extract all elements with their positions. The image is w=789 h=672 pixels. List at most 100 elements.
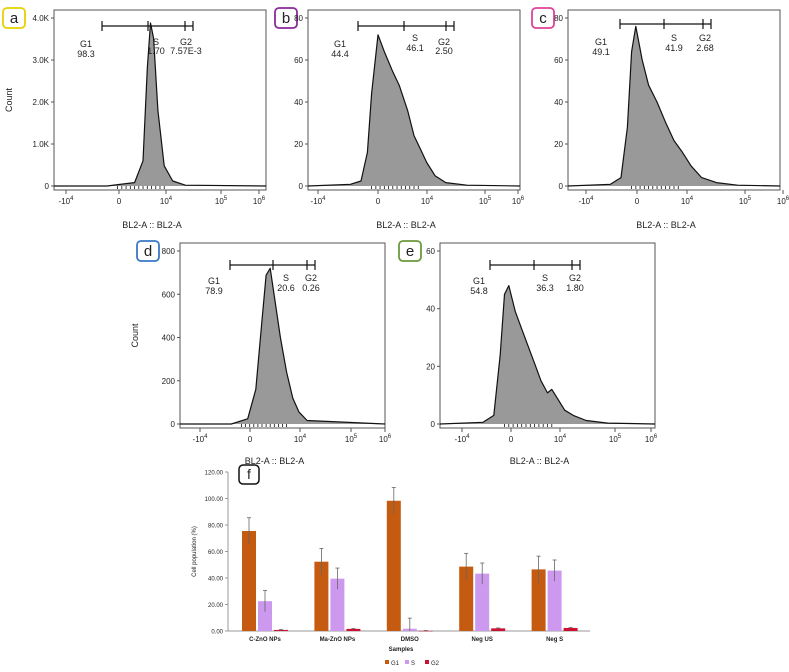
y-tick-label: 0 xyxy=(559,182,564,191)
y-tick-label: 800 xyxy=(162,247,176,256)
gate-value-g2: 2.50 xyxy=(435,46,453,56)
x-tick-label: 105 xyxy=(739,196,752,206)
legend-label-g1: G1 xyxy=(391,661,400,667)
bar-g1 xyxy=(242,530,256,631)
x-axis-label: BL2-A :: BL2-A xyxy=(510,456,570,466)
panel-label-box xyxy=(531,7,555,29)
x-tick-exponent: 6 xyxy=(521,196,525,202)
x-tick-exponent: 6 xyxy=(654,434,658,440)
x-tick-label: 0 xyxy=(635,197,640,206)
x-tick-label: 105 xyxy=(479,196,492,206)
x-axis-label: BL2-A :: BL2-A xyxy=(122,220,182,230)
x-tick-label: 104 xyxy=(554,434,567,444)
y-tick-label: 120.00 xyxy=(205,471,224,477)
gate-name-s: S xyxy=(283,273,289,283)
bar-s xyxy=(330,578,345,631)
x-tick-label: -104 xyxy=(455,434,471,444)
bar-g1 xyxy=(314,561,329,631)
x-tick-label: 105 xyxy=(345,434,358,444)
gate-value-g1: 78.9 xyxy=(205,286,223,296)
x-tick-label: -104 xyxy=(579,196,595,206)
x-tick-exponent: 5 xyxy=(224,196,228,202)
y-tick-label: 80.00 xyxy=(208,524,224,530)
gate-name-g1: G1 xyxy=(80,39,92,49)
x-tick-exponent: 5 xyxy=(618,434,622,440)
y-tick-label: 60 xyxy=(426,247,435,256)
category-label: DMSO xyxy=(401,637,419,643)
x-tick-exponent: 4 xyxy=(690,196,694,202)
x-axis-label: BL2-A :: BL2-A xyxy=(376,220,436,230)
x-tick-exponent: 6 xyxy=(786,196,789,202)
y-tick-label: 3.0K xyxy=(33,56,50,65)
y-tick-label: 0 xyxy=(171,420,176,429)
y-axis-label: Count xyxy=(4,88,14,113)
y-tick-label: 1.0K xyxy=(33,140,50,149)
y-tick-label: 60 xyxy=(294,56,303,65)
x-tick-label: 106 xyxy=(379,434,392,444)
x-tick-label: -104 xyxy=(311,196,327,206)
gate-value-s: 46.1 xyxy=(406,43,424,53)
x-tick-label: 104 xyxy=(421,196,434,206)
x-tick-exponent: 4 xyxy=(169,196,173,202)
y-axis-label: Count xyxy=(130,323,140,348)
category-label: Neg S xyxy=(546,637,563,643)
bar-g2 xyxy=(563,627,578,631)
y-tick-label: 600 xyxy=(162,290,176,299)
gate-name-g1: G1 xyxy=(208,276,220,286)
x-tick-label: 105 xyxy=(609,434,622,444)
bar-s xyxy=(258,601,272,631)
x-tick-label: -104 xyxy=(59,196,75,206)
plot-frame xyxy=(179,242,386,429)
y-tick-label: 0 xyxy=(299,182,304,191)
x-tick-exponent: 4 xyxy=(303,434,307,440)
gate-value-g1: 98.3 xyxy=(77,49,95,59)
panel-label-box xyxy=(398,240,422,262)
gate-name-g2: G2 xyxy=(438,37,450,47)
legend-swatch-g1 xyxy=(385,660,389,664)
y-tick-label: 0 xyxy=(431,420,436,429)
gate-value-s: 41.9 xyxy=(665,43,683,53)
x-tick-exponent: 6 xyxy=(262,196,266,202)
bar-g2 xyxy=(346,628,361,631)
gate-name-g1: G1 xyxy=(473,276,485,286)
y-axis-label: Cell population (%) xyxy=(192,526,198,577)
y-tick-label: 20 xyxy=(426,362,435,371)
histogram-area xyxy=(439,285,656,425)
gate-value-s: 20.6 xyxy=(277,283,295,293)
x-tick-label: 106 xyxy=(253,196,266,206)
x-tick-exponent: 4 xyxy=(563,434,567,440)
bar-g2 xyxy=(274,629,288,631)
panel-label-box xyxy=(136,240,160,262)
x-tick-label: 106 xyxy=(645,434,658,444)
x-tick-label: 105 xyxy=(215,196,228,206)
gate-value-g1: 49.1 xyxy=(592,47,610,57)
x-tick-label: -104 xyxy=(193,434,209,444)
x-tick-exponent: 4 xyxy=(430,196,434,202)
gate-value-s: 1.70 xyxy=(147,46,165,56)
panel-label-box xyxy=(2,7,26,29)
panel-label: a xyxy=(10,10,19,27)
panel-label: b xyxy=(282,10,290,27)
panel-label-box xyxy=(238,464,260,485)
y-tick-label: 80 xyxy=(554,14,563,23)
y-tick-label: 20.00 xyxy=(208,603,224,609)
legend-swatch-g2 xyxy=(425,660,429,664)
legend-label-s: S xyxy=(411,661,415,667)
y-tick-label: 80 xyxy=(294,14,303,23)
gate-value-g2: 1.80 xyxy=(566,283,584,293)
bar-g1 xyxy=(459,566,474,631)
plot-frame xyxy=(439,242,656,429)
gate-name-g2: G2 xyxy=(699,33,711,43)
x-tick-exponent: 4 xyxy=(70,196,74,202)
x-tick-exponent: 4 xyxy=(322,196,326,202)
gate-name-s: S xyxy=(671,33,677,43)
gate-name-s: S xyxy=(153,37,159,47)
histogram-area xyxy=(180,267,386,425)
y-tick-label: 4.0K xyxy=(33,14,50,23)
x-tick-exponent: 5 xyxy=(488,196,492,202)
y-tick-label: 20 xyxy=(294,140,303,149)
x-axis-label: BL2-A :: BL2-A xyxy=(245,456,305,466)
bar-s xyxy=(475,573,490,631)
x-tick-exponent: 5 xyxy=(748,196,752,202)
x-tick-label: 106 xyxy=(512,196,525,206)
